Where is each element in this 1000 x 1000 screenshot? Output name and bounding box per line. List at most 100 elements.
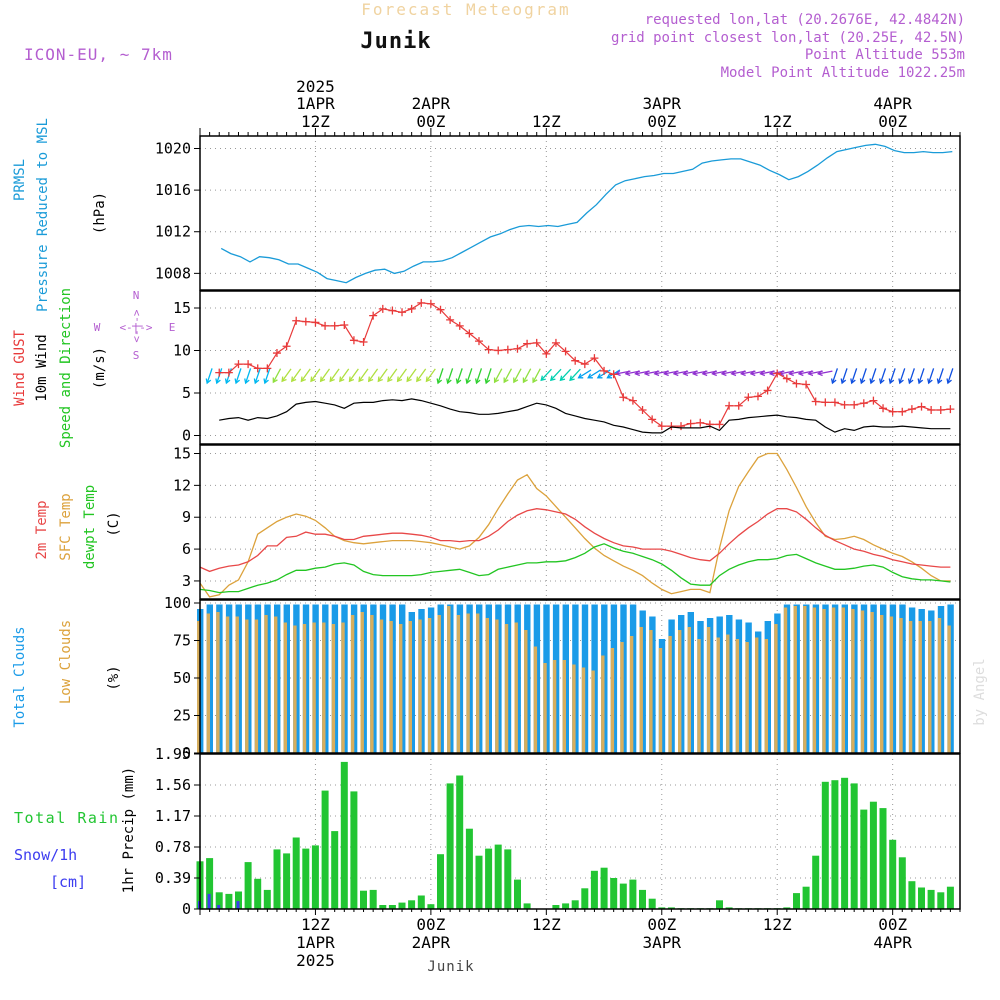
wind-direction-arrow (253, 368, 261, 385)
top-date-label: 4APR (873, 94, 912, 113)
y-tick-label: 1020 (155, 139, 191, 157)
rain-bar (263, 889, 271, 909)
wind-arrow-shaft (947, 368, 954, 384)
wind-arrow-head (244, 378, 250, 385)
rain-bar (273, 849, 281, 909)
temp-2m-series-line (199, 508, 951, 573)
low-cloud-bar (783, 607, 788, 753)
low-cloud-bar (331, 624, 336, 753)
gust-point (580, 360, 589, 369)
wind-arrow-head (416, 376, 422, 383)
gust-point (734, 401, 743, 410)
wind-direction-arrow (569, 368, 581, 382)
gust-point (359, 338, 368, 346)
gust-point (696, 418, 705, 427)
rain-bar (408, 900, 416, 909)
low-cloud-bar (456, 615, 461, 753)
low-cloud-bar (793, 606, 797, 753)
rain-bar (629, 879, 637, 909)
wind-direction-arrow (549, 368, 562, 382)
bottom-hour-label: 00Z (878, 915, 907, 934)
rain-bar (619, 883, 627, 909)
wind-direction-arrow (358, 368, 369, 383)
wind-arrow-head (319, 376, 326, 383)
wind-direction-arrow (310, 368, 321, 383)
gust-point (705, 420, 714, 429)
wind-arrow-shaft (851, 368, 858, 384)
model-point-altitude: Model Point Altitude 1022.25m (721, 65, 965, 81)
gust-point (907, 405, 916, 414)
panel-frame (199, 290, 961, 445)
temp-sfc-series-line (199, 452, 951, 598)
gust-point (542, 349, 551, 358)
low-cloud-bar (822, 609, 826, 753)
wind-arrow-head (898, 378, 904, 385)
y-tick-label: 3 (182, 572, 191, 590)
rain-bar (331, 831, 339, 909)
wind-arrow-shaft (466, 368, 473, 384)
gust-point (224, 368, 233, 377)
gust-point (513, 344, 522, 353)
wind-direction-arrow (577, 369, 592, 379)
wind-arrow-head (768, 370, 775, 377)
wind-direction-arrow (205, 368, 213, 385)
low-cloud-bar (870, 612, 874, 753)
rain-bar (908, 881, 916, 909)
pressure-panel: 1008 1012 1016 1020 PRMSL Pressure Reduced … (12, 118, 960, 312)
low-cloud-bar (399, 624, 403, 753)
wind-direction-arrow (300, 368, 311, 383)
low-cloud-bar (841, 607, 845, 753)
bottom-hour-label: 12Z (532, 915, 561, 934)
wind-direction-arrow (406, 368, 417, 383)
wind-direction-arrow (272, 368, 282, 384)
y-tick-label: 100 (164, 594, 191, 612)
wind-arrow-head (310, 376, 316, 383)
temp-label-dewpt: dewpt Temp (82, 485, 98, 569)
wind-arrow-head (455, 378, 462, 385)
wind-arrow-head (522, 377, 528, 384)
low-cloud-bar (543, 663, 547, 753)
wind-arrow-head (749, 370, 756, 377)
gust-point (667, 422, 676, 431)
precip-panel: 0 0.39 0.78 1.17 1.56 1.95 Total Rain Snow/1h… (14, 745, 960, 918)
wind-arrow-shaft (272, 368, 282, 383)
low-cloud-bar (880, 615, 884, 753)
wind-arrow-shaft (406, 368, 417, 382)
top-year-label: 2025 (296, 77, 335, 96)
gust-point (869, 396, 878, 405)
wind-arrow-head (788, 370, 794, 377)
wind-arrow-head (587, 373, 593, 379)
wind-arrow-shaft (310, 368, 321, 382)
low-cloud-bar (803, 606, 807, 753)
rain-bar (860, 809, 868, 909)
rain-bar (427, 904, 435, 909)
low-cloud-bar (668, 636, 672, 753)
gust-point (600, 366, 609, 375)
wind-arrow-head (234, 378, 241, 385)
wind-arrow-head (339, 376, 345, 383)
low-cloud-bar (524, 630, 528, 753)
low-cloud-bar (437, 615, 441, 753)
location-title: Junik (360, 29, 431, 54)
gust-point (282, 342, 291, 351)
rain-bar (388, 905, 396, 909)
wind-arrow-shaft (387, 368, 398, 382)
wind-arrow-shaft (818, 370, 833, 375)
low-cloud-bar (379, 619, 384, 753)
low-cloud-bar (476, 613, 480, 753)
gust-point (792, 379, 801, 388)
wind-arrow-head (493, 377, 500, 384)
wind-arrow-shaft (300, 368, 311, 382)
low-cloud-bar (706, 627, 711, 753)
gust-point (455, 321, 464, 330)
rain-bar (581, 888, 589, 909)
wind-direction-arrow (840, 368, 848, 385)
low-cloud-bar (831, 607, 836, 753)
wind-arrow-head (540, 375, 546, 382)
wind-y-ticks: 0 5 10 15 (173, 299, 200, 445)
compass-west: W (94, 321, 101, 334)
wind-arrow-shaft (397, 368, 407, 382)
y-tick-label: 1.17 (155, 807, 191, 825)
top-date-label: 2APR (412, 94, 451, 113)
low-cloud-bar (928, 621, 932, 753)
